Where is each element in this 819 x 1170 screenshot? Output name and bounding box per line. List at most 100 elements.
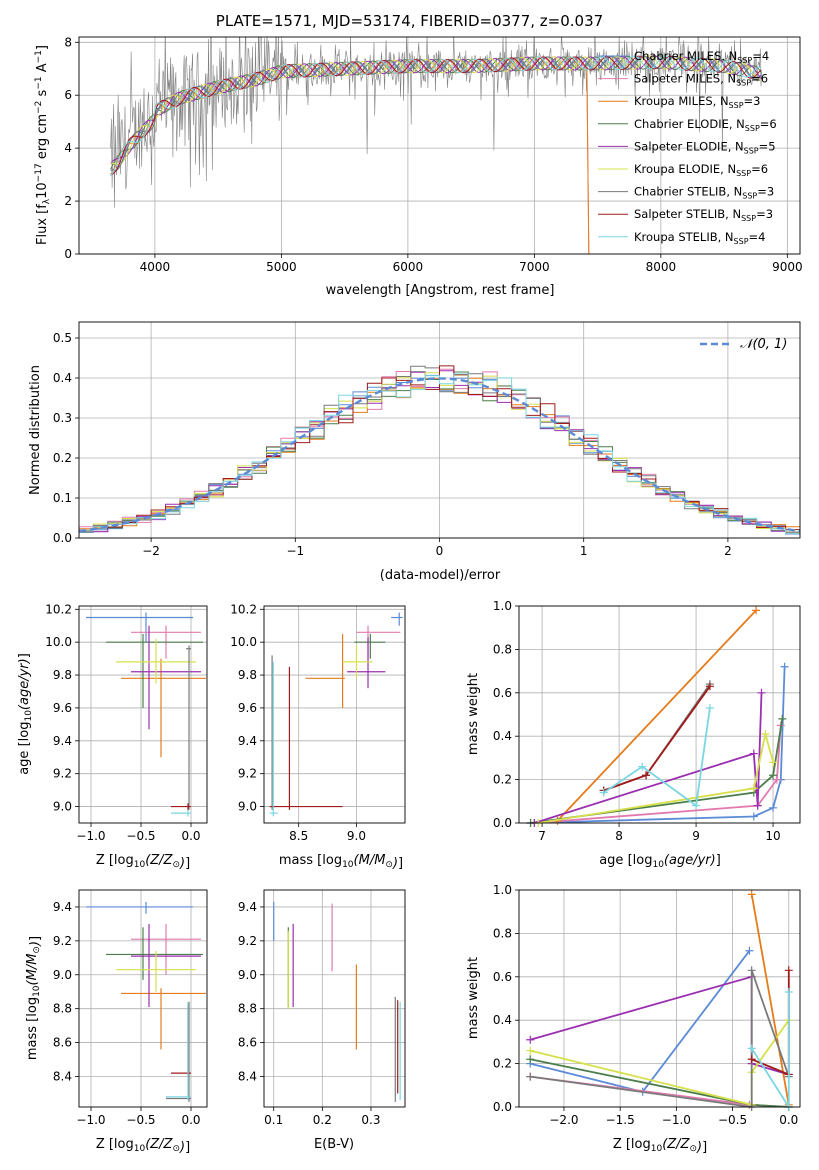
weight-marker bbox=[761, 730, 770, 739]
age-Z-panel bbox=[75, 606, 207, 827]
spectrum-xtick-label: 7000 bbox=[519, 260, 550, 274]
spectrum-model-line bbox=[110, 55, 762, 170]
weight-marker bbox=[780, 662, 789, 671]
residuals-ytick-label: 0.5 bbox=[53, 331, 72, 345]
age-mass-xtick-label: 9.0 bbox=[347, 829, 366, 843]
mass-EBV-xtick-label: 0.3 bbox=[361, 1113, 380, 1127]
legend-sub: SSP bbox=[729, 101, 744, 110]
weight-marker bbox=[784, 966, 793, 975]
residuals-xlabel: (data-model)/error bbox=[380, 568, 501, 583]
weight-marker bbox=[745, 946, 754, 955]
weight-marker bbox=[638, 762, 647, 771]
weight-age-ytick-label: 0.2 bbox=[493, 773, 512, 787]
age-mass-ytick-label: 9.2 bbox=[238, 767, 257, 781]
age-mass-xtick-label: 8.5 bbox=[289, 829, 308, 843]
mass-EBV-xtick-label: 0.1 bbox=[264, 1113, 283, 1127]
age-Z-xtick-label: −0.5 bbox=[126, 829, 155, 843]
weight-Z-xlabel: Z [log10(Z/Z⊙)] bbox=[613, 1137, 707, 1155]
weight-line bbox=[750, 894, 790, 1105]
weight-marker bbox=[705, 682, 714, 691]
residuals-ytick-label: 0.0 bbox=[53, 531, 72, 545]
residuals-ytick-label: 0.1 bbox=[53, 491, 72, 505]
mass-Z-ylabel: mass [log10(M/M⊙)] bbox=[25, 936, 43, 1060]
legend-label: Kroupa ELODIE, NSSP=6 bbox=[634, 162, 768, 178]
weight-marker bbox=[769, 771, 778, 780]
mass-Z-panel bbox=[75, 890, 207, 1111]
weight-marker bbox=[769, 758, 778, 767]
mass-Z-ytick-label: 8.6 bbox=[53, 1036, 72, 1050]
age-Z-xlabel: Z [log10(Z/Z⊙)] bbox=[96, 853, 190, 871]
weight-marker bbox=[705, 703, 714, 712]
legend-sub: SSP bbox=[742, 192, 757, 201]
weight-marker bbox=[749, 749, 758, 758]
mass-EBV-frame bbox=[263, 889, 406, 1108]
spectrum-xtick-label: 5000 bbox=[266, 260, 297, 274]
weight-marker bbox=[526, 1072, 535, 1081]
legend-value: =3 bbox=[757, 185, 774, 199]
residuals-ylabel: Normed distribution bbox=[28, 365, 43, 495]
mass-Z-ytick-label: 8.8 bbox=[53, 1002, 72, 1016]
residuals-xtick-label: −1 bbox=[286, 544, 304, 558]
weight-age-ytick-label: 0.6 bbox=[493, 686, 512, 700]
age-mass-ytick-label: 9.8 bbox=[238, 668, 257, 682]
weight-Z-xtick-label: −2.0 bbox=[549, 1113, 578, 1127]
legend-sub: SSP bbox=[734, 237, 749, 246]
mass-Z-xtick-label: 0.0 bbox=[181, 1113, 200, 1127]
age-Z-ytick-label: 9.0 bbox=[53, 800, 72, 814]
weight-line bbox=[529, 950, 751, 1093]
weight-marker bbox=[642, 771, 651, 780]
weight-age-ytick-label: 0.4 bbox=[493, 729, 512, 743]
weight-Z-ytick-label: 0.8 bbox=[493, 926, 512, 940]
legend-sub: SSP bbox=[736, 79, 751, 88]
weight-marker bbox=[526, 1046, 535, 1055]
weight-Z-ytick-label: 1.0 bbox=[493, 883, 512, 897]
gaussian-curve bbox=[79, 377, 800, 533]
spectrum-ytick-label: 0 bbox=[64, 247, 72, 261]
weight-Z-ytick-label: 0.2 bbox=[493, 1057, 512, 1071]
legend-value: =4 bbox=[752, 49, 769, 63]
spectrum-model-line bbox=[110, 55, 762, 165]
weight-line bbox=[534, 725, 782, 823]
spectrum-data-line bbox=[110, 37, 763, 208]
weight-line bbox=[556, 609, 757, 822]
legend-value: =4 bbox=[749, 230, 766, 244]
age-mass-ytick-label: 9.6 bbox=[238, 701, 257, 715]
weight-age-frame bbox=[518, 605, 801, 824]
weight-age-ytick-label: 0.8 bbox=[493, 642, 512, 656]
weight-line bbox=[603, 683, 711, 792]
weight-marker bbox=[772, 775, 781, 784]
spectrum-model-line bbox=[110, 55, 762, 176]
age-Z-frame bbox=[78, 605, 208, 824]
legend-label: Salpeter ELODIE, NSSP=5 bbox=[634, 139, 776, 155]
age-Z-xtick-label: 0.0 bbox=[181, 829, 200, 843]
legend-value: =3 bbox=[756, 207, 773, 221]
age-Z-ytick-label: 10.0 bbox=[45, 635, 72, 649]
mass-EBV-xlabel: E(B-V) bbox=[314, 1137, 354, 1152]
mass-Z-ytick-label: 9.4 bbox=[53, 900, 72, 914]
age-Z-ytick-label: 10.2 bbox=[45, 602, 72, 616]
weight-age-ytick-label: 1.0 bbox=[493, 599, 512, 613]
age-Z-ytick-label: 9.8 bbox=[53, 668, 72, 682]
legend-sub: SSP bbox=[737, 56, 752, 65]
mass-EBV-panel bbox=[260, 890, 405, 1111]
weight-marker bbox=[599, 788, 608, 797]
spectrum-ytick-label: 2 bbox=[64, 194, 72, 208]
weight-Z-ylabel: mass weight bbox=[466, 957, 481, 1039]
age-mass-ytick-label: 9.4 bbox=[238, 734, 257, 748]
weight-age-ylabel: mass weight bbox=[466, 673, 481, 755]
residuals-panel bbox=[75, 322, 800, 542]
legend-label: Salpeter STELIB, NSSP=3 bbox=[634, 207, 773, 223]
mass-EBV-ytick-label: 9.0 bbox=[238, 968, 257, 982]
legend-value: =6 bbox=[751, 162, 768, 176]
mass-Z-xtick-label: −1.0 bbox=[76, 1113, 105, 1127]
weight-line bbox=[538, 733, 774, 823]
weight-marker bbox=[747, 966, 756, 975]
weight-marker bbox=[769, 803, 778, 812]
age-mass-ytick-label: 9.0 bbox=[238, 800, 257, 814]
legend-label: Salpeter MILES, NSSP=6 bbox=[634, 72, 768, 88]
spectrum-model-line bbox=[110, 55, 762, 171]
weight-line bbox=[603, 685, 711, 792]
mass-Z-ytick-label: 9.2 bbox=[53, 934, 72, 948]
weight-age-xtick-label: 9 bbox=[692, 829, 700, 843]
residuals-xtick-label: 1 bbox=[580, 544, 588, 558]
